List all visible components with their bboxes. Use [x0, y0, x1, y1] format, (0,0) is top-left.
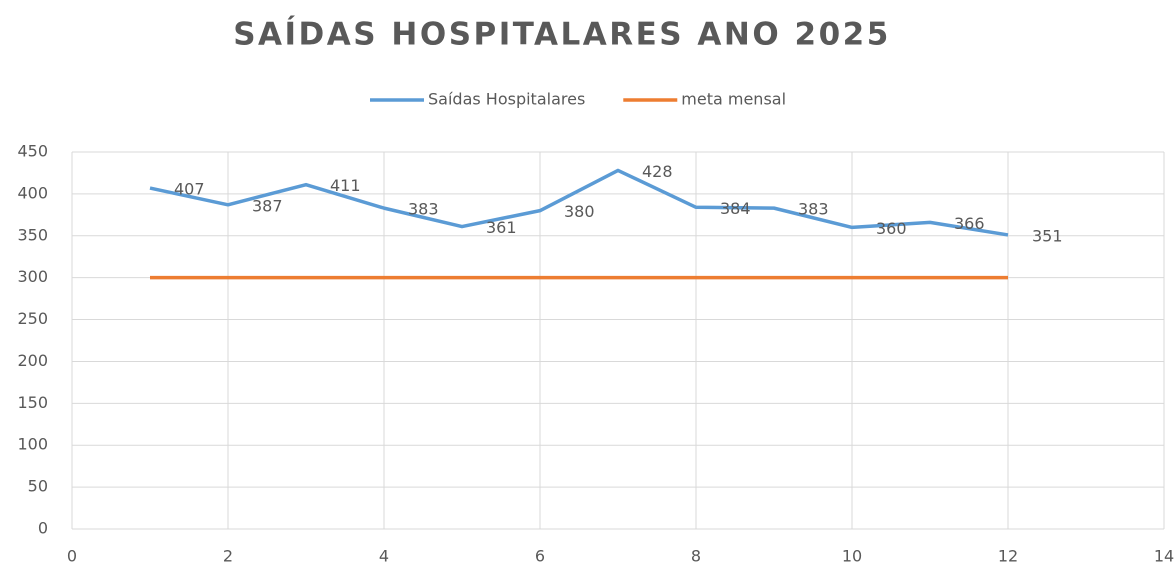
y-tick-label: 350 — [17, 225, 48, 244]
y-tick-label: 50 — [28, 477, 48, 496]
data-label: 387 — [252, 196, 283, 215]
y-tick-label: 400 — [17, 183, 48, 202]
x-tick-label: 12 — [998, 547, 1018, 566]
data-label: 361 — [486, 218, 517, 237]
x-tick-label: 14 — [1154, 547, 1174, 566]
data-label: 380 — [564, 202, 595, 221]
x-tick-label: 6 — [535, 547, 545, 566]
data-label: 360 — [876, 219, 907, 238]
series-line — [149, 168, 1009, 237]
y-tick-label: 150 — [17, 393, 48, 412]
data-label: 383 — [798, 200, 829, 219]
y-tick-label: 250 — [17, 309, 48, 328]
x-tick-label: 8 — [691, 547, 701, 566]
legend-label: meta mensal — [681, 90, 786, 109]
chart-title: SAÍDAS HOSPITALARES ANO 2025 — [233, 17, 891, 53]
y-tick-label: 300 — [17, 267, 48, 286]
x-tick-label: 4 — [379, 547, 389, 566]
legend-label: Saídas Hospitalares — [428, 90, 585, 109]
data-label: 351 — [1032, 226, 1063, 245]
data-label: 407 — [174, 180, 205, 199]
data-label: 384 — [720, 199, 751, 218]
data-label: 383 — [408, 200, 439, 219]
data-label: 411 — [330, 176, 361, 195]
y-tick-label: 450 — [17, 142, 48, 161]
y-tick-label: 200 — [17, 351, 48, 370]
x-tick-label: 10 — [842, 547, 862, 566]
data-label: 428 — [642, 162, 673, 181]
y-tick-label: 0 — [38, 519, 48, 538]
x-tick-label: 0 — [67, 547, 77, 566]
x-tick-label: 2 — [223, 547, 233, 566]
data-label: 366 — [954, 214, 985, 233]
y-tick-label: 100 — [17, 435, 48, 454]
